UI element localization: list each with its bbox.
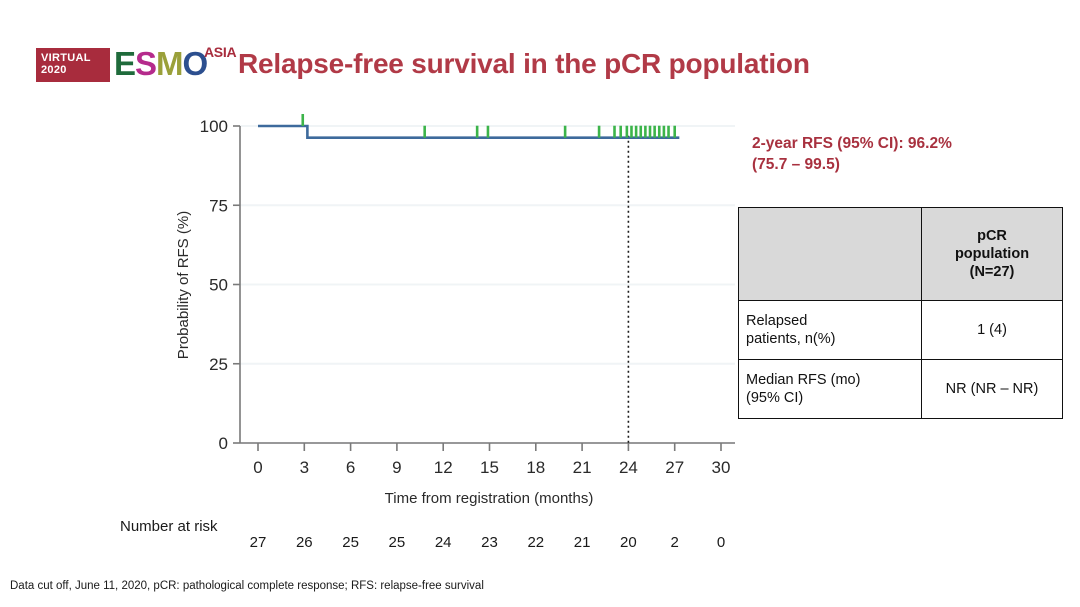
number-at-risk-value: 27	[249, 534, 267, 551]
row0-label-line2: patients, n(%)	[746, 331, 836, 347]
logo-letter-s: S	[135, 45, 157, 82]
x-tick-label: 3	[300, 458, 309, 477]
kaplan-meier-chart: 0 25 50 75 100 0 3 6 9 12 15 18 21 24 27 30 Probabilit…	[175, 114, 735, 507]
survival-curve	[258, 124, 680, 140]
row-value-median-rfs: NR (NR – NR)	[921, 359, 1063, 419]
number-at-risk-value: 24	[434, 534, 452, 551]
x-tick-label: 12	[434, 458, 453, 477]
x-axis-title: Time from registration (months)	[385, 490, 594, 507]
x-tick-label: 9	[392, 458, 401, 477]
number-at-risk-value: 22	[527, 534, 545, 551]
y-tick-label: 25	[209, 355, 228, 374]
x-tick-label: 15	[480, 458, 499, 477]
y-tick-label: 75	[209, 196, 228, 215]
footer-note: Data cut off, June 11, 2020, pCR: pathol…	[10, 580, 484, 592]
header-line-2: population	[954, 246, 1030, 262]
logo-letter-o: O	[182, 45, 209, 82]
row-label-relapsed-patients: Relapsed patients, n(%)	[738, 300, 922, 360]
y-axis-title: Probability of RFS (%)	[175, 211, 192, 359]
row1-label-line1: Median RFS (mo)	[746, 372, 861, 388]
esmo-asia-logo: VIRTUAL 2020 ESMO ASIA	[36, 42, 237, 86]
y-tick-label: 100	[200, 117, 228, 136]
y-axis-ticks: 0 25 50 75 100	[200, 117, 240, 453]
x-tick-label: 18	[526, 458, 545, 477]
number-at-risk-value: 20	[620, 534, 637, 551]
y-tick-label: 0	[219, 434, 228, 453]
x-tick-label: 21	[573, 458, 592, 477]
number-at-risk-value: 25	[342, 534, 359, 551]
row-value-relapsed-patients: 1 (4)	[921, 300, 1063, 360]
rfs-callout-line2: (75.7 – 99.5)	[752, 156, 840, 173]
logo-letter-e: E	[114, 45, 136, 82]
logo-esmo-wordmark: ESMO	[114, 45, 209, 82]
logo-virtual-line2: 2020	[41, 64, 67, 76]
header-line-3: (N=27)	[969, 264, 1015, 280]
number-at-risk-value: 21	[573, 534, 591, 551]
header-line-1: pCR	[977, 228, 1007, 244]
table-header-blank	[738, 207, 922, 301]
y-tick-label: 50	[209, 276, 228, 295]
table-header-pcr-population: pCR population (N=27)	[921, 207, 1063, 301]
x-tick-label: 0	[253, 458, 262, 477]
x-tick-label: 6	[346, 458, 355, 477]
number-at-risk-value: 23	[481, 534, 498, 551]
table-header-row: pCR population (N=27)	[738, 207, 1063, 301]
summary-table: pCR population (N=27) Relapsed patients,…	[738, 207, 1063, 419]
grid-lines	[240, 125, 735, 444]
table-row: Relapsed patients, n(%) 1 (4)	[738, 300, 1063, 360]
logo-virtual-badge: VIRTUAL 2020	[36, 48, 110, 82]
row1-label-line2: (95% CI)	[746, 390, 804, 406]
logo-asia-label: ASIA	[204, 44, 237, 60]
logo-virtual-line1: VIRTUAL	[41, 52, 91, 64]
number-at-risk-label: Number at risk	[120, 518, 218, 535]
number-at-risk-value: 0	[716, 534, 726, 551]
row0-label-line1: Relapsed	[746, 313, 808, 329]
x-tick-label: 27	[665, 458, 684, 477]
censor-marks	[301, 114, 677, 138]
row-label-median-rfs: Median RFS (mo) (95% CI)	[738, 359, 922, 419]
x-axis-ticks: 0 3 6 9 12 15 18 21 24 27 30	[253, 443, 730, 477]
two-year-rfs-callout: 2-year RFS (95% CI): 96.2% (75.7 – 99.5)	[752, 133, 1052, 175]
number-at-risk-value: 2	[670, 534, 679, 551]
x-tick-label: 30	[712, 458, 731, 477]
survival-step-line	[258, 124, 680, 140]
logo-letter-m: M	[156, 45, 183, 82]
survival-plot-svg: 0 25 50 75 100 0 3 6 9 12 15 18 21 24 27 30 Probabilit…	[175, 114, 735, 507]
table-row: Median RFS (mo) (95% CI) NR (NR – NR)	[738, 359, 1063, 419]
rfs-callout-line1: 2-year RFS (95% CI): 96.2%	[752, 135, 952, 152]
x-tick-label: 24	[619, 458, 638, 477]
page-title: Relapse-free survival in the pCR populat…	[238, 48, 810, 79]
number-at-risk-value: 26	[295, 534, 313, 551]
number-at-risk-row: 27 26 25 25 24 23 22 21 20 2 0	[0, 534, 760, 558]
number-at-risk-value: 25	[388, 534, 406, 551]
